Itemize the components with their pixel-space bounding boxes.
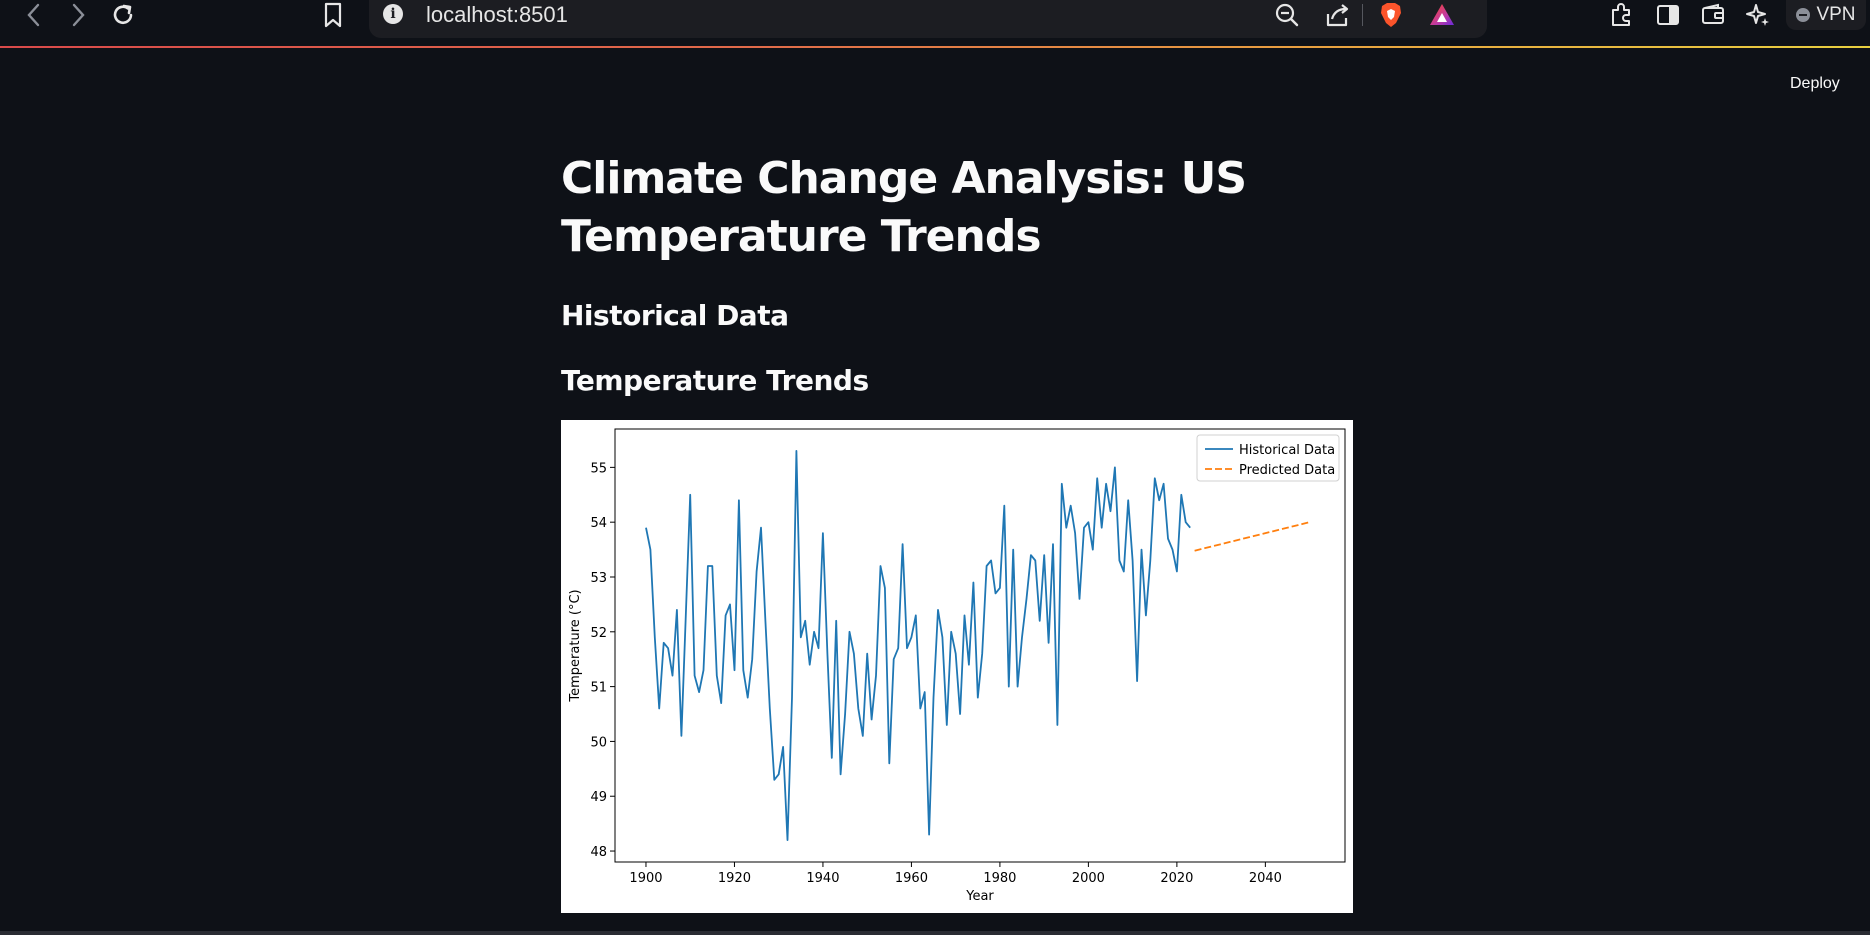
- address-bar[interactable]: i localhost:8501: [369, 0, 1487, 38]
- x-tick-label-2000: 2000: [1072, 871, 1105, 886]
- reload-icon[interactable]: [106, 0, 140, 30]
- wallet-icon[interactable]: [1696, 0, 1730, 30]
- browser-toolbar: i localhost:8501 VPN: [0, 0, 1870, 46]
- x-axis-label: Year: [965, 889, 994, 904]
- vpn-status-icon: [1796, 8, 1811, 22]
- extensions-icon[interactable]: [1605, 0, 1639, 30]
- x-tick-label-2020: 2020: [1160, 871, 1193, 886]
- bookmark-icon[interactable]: [322, 2, 344, 28]
- vpn-button[interactable]: VPN: [1786, 0, 1866, 30]
- legend-box: [1196, 434, 1340, 482]
- toolbar-accent-line: [0, 46, 1870, 48]
- y-tick-label-53: 53: [590, 571, 607, 586]
- y-tick-label-54: 54: [590, 516, 607, 531]
- y-tick-label-49: 49: [590, 790, 607, 805]
- vpn-label: VPN: [1816, 4, 1856, 25]
- share-icon[interactable]: [1320, 0, 1354, 30]
- y-tick-label-50: 50: [590, 735, 607, 750]
- info-icon[interactable]: i: [383, 4, 403, 24]
- toolbar-separator: [1362, 4, 1363, 26]
- x-tick-label-1980: 1980: [983, 871, 1016, 886]
- legend-label-0: Historical Data: [1239, 443, 1335, 458]
- y-tick-label-55: 55: [590, 461, 607, 476]
- plot-frame: [614, 428, 1346, 863]
- brave-rewards-icon[interactable]: [1425, 0, 1459, 30]
- page-title: Climate Change Analysis: US Temperature …: [561, 153, 1247, 262]
- y-tick-label-52: 52: [590, 626, 607, 641]
- deploy-button[interactable]: Deploy: [1790, 75, 1840, 92]
- leo-ai-icon[interactable]: [1741, 0, 1775, 30]
- series-line-0: [645, 449, 1191, 842]
- series-line-1: [1194, 521, 1310, 552]
- sidebar-icon[interactable]: [1651, 0, 1685, 30]
- brave-shield-icon[interactable]: [1374, 0, 1408, 30]
- y-axis-label: Temperature (°C): [568, 589, 583, 702]
- x-tick-label-1960: 1960: [895, 871, 928, 886]
- back-icon[interactable]: [17, 0, 51, 30]
- x-tick-label-1900: 1900: [629, 871, 662, 886]
- section-trends-heading: Temperature Trends: [561, 364, 869, 397]
- temperature-chart: 1900 1920 1940 1960 1980 2000 2020 2040 48 49 50 51…: [561, 420, 1353, 913]
- zoom-out-icon[interactable]: [1270, 0, 1304, 30]
- forward-icon[interactable]: [61, 0, 95, 30]
- bottom-scroll-edge: [0, 931, 1870, 935]
- temperature-chart-svg: 1900 1920 1940 1960 1980 2000 2020 2040 48 49 50 51…: [568, 428, 1346, 904]
- y-tick-label-48: 48: [590, 845, 607, 860]
- y-tick-label-51: 51: [590, 681, 607, 696]
- x-tick-label-1920: 1920: [718, 871, 751, 886]
- x-tick-label-1940: 1940: [806, 871, 839, 886]
- x-tick-label-2040: 2040: [1249, 871, 1282, 886]
- url-text[interactable]: localhost:8501: [426, 2, 568, 27]
- legend-label-1: Predicted Data: [1239, 463, 1335, 478]
- section-historical-heading: Historical Data: [561, 299, 789, 332]
